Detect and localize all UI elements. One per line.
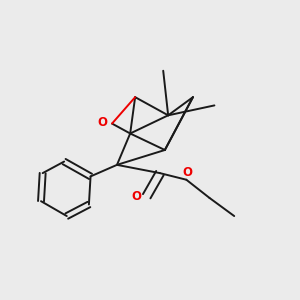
- Text: O: O: [98, 116, 108, 129]
- Text: O: O: [182, 166, 192, 179]
- Text: O: O: [132, 190, 142, 203]
